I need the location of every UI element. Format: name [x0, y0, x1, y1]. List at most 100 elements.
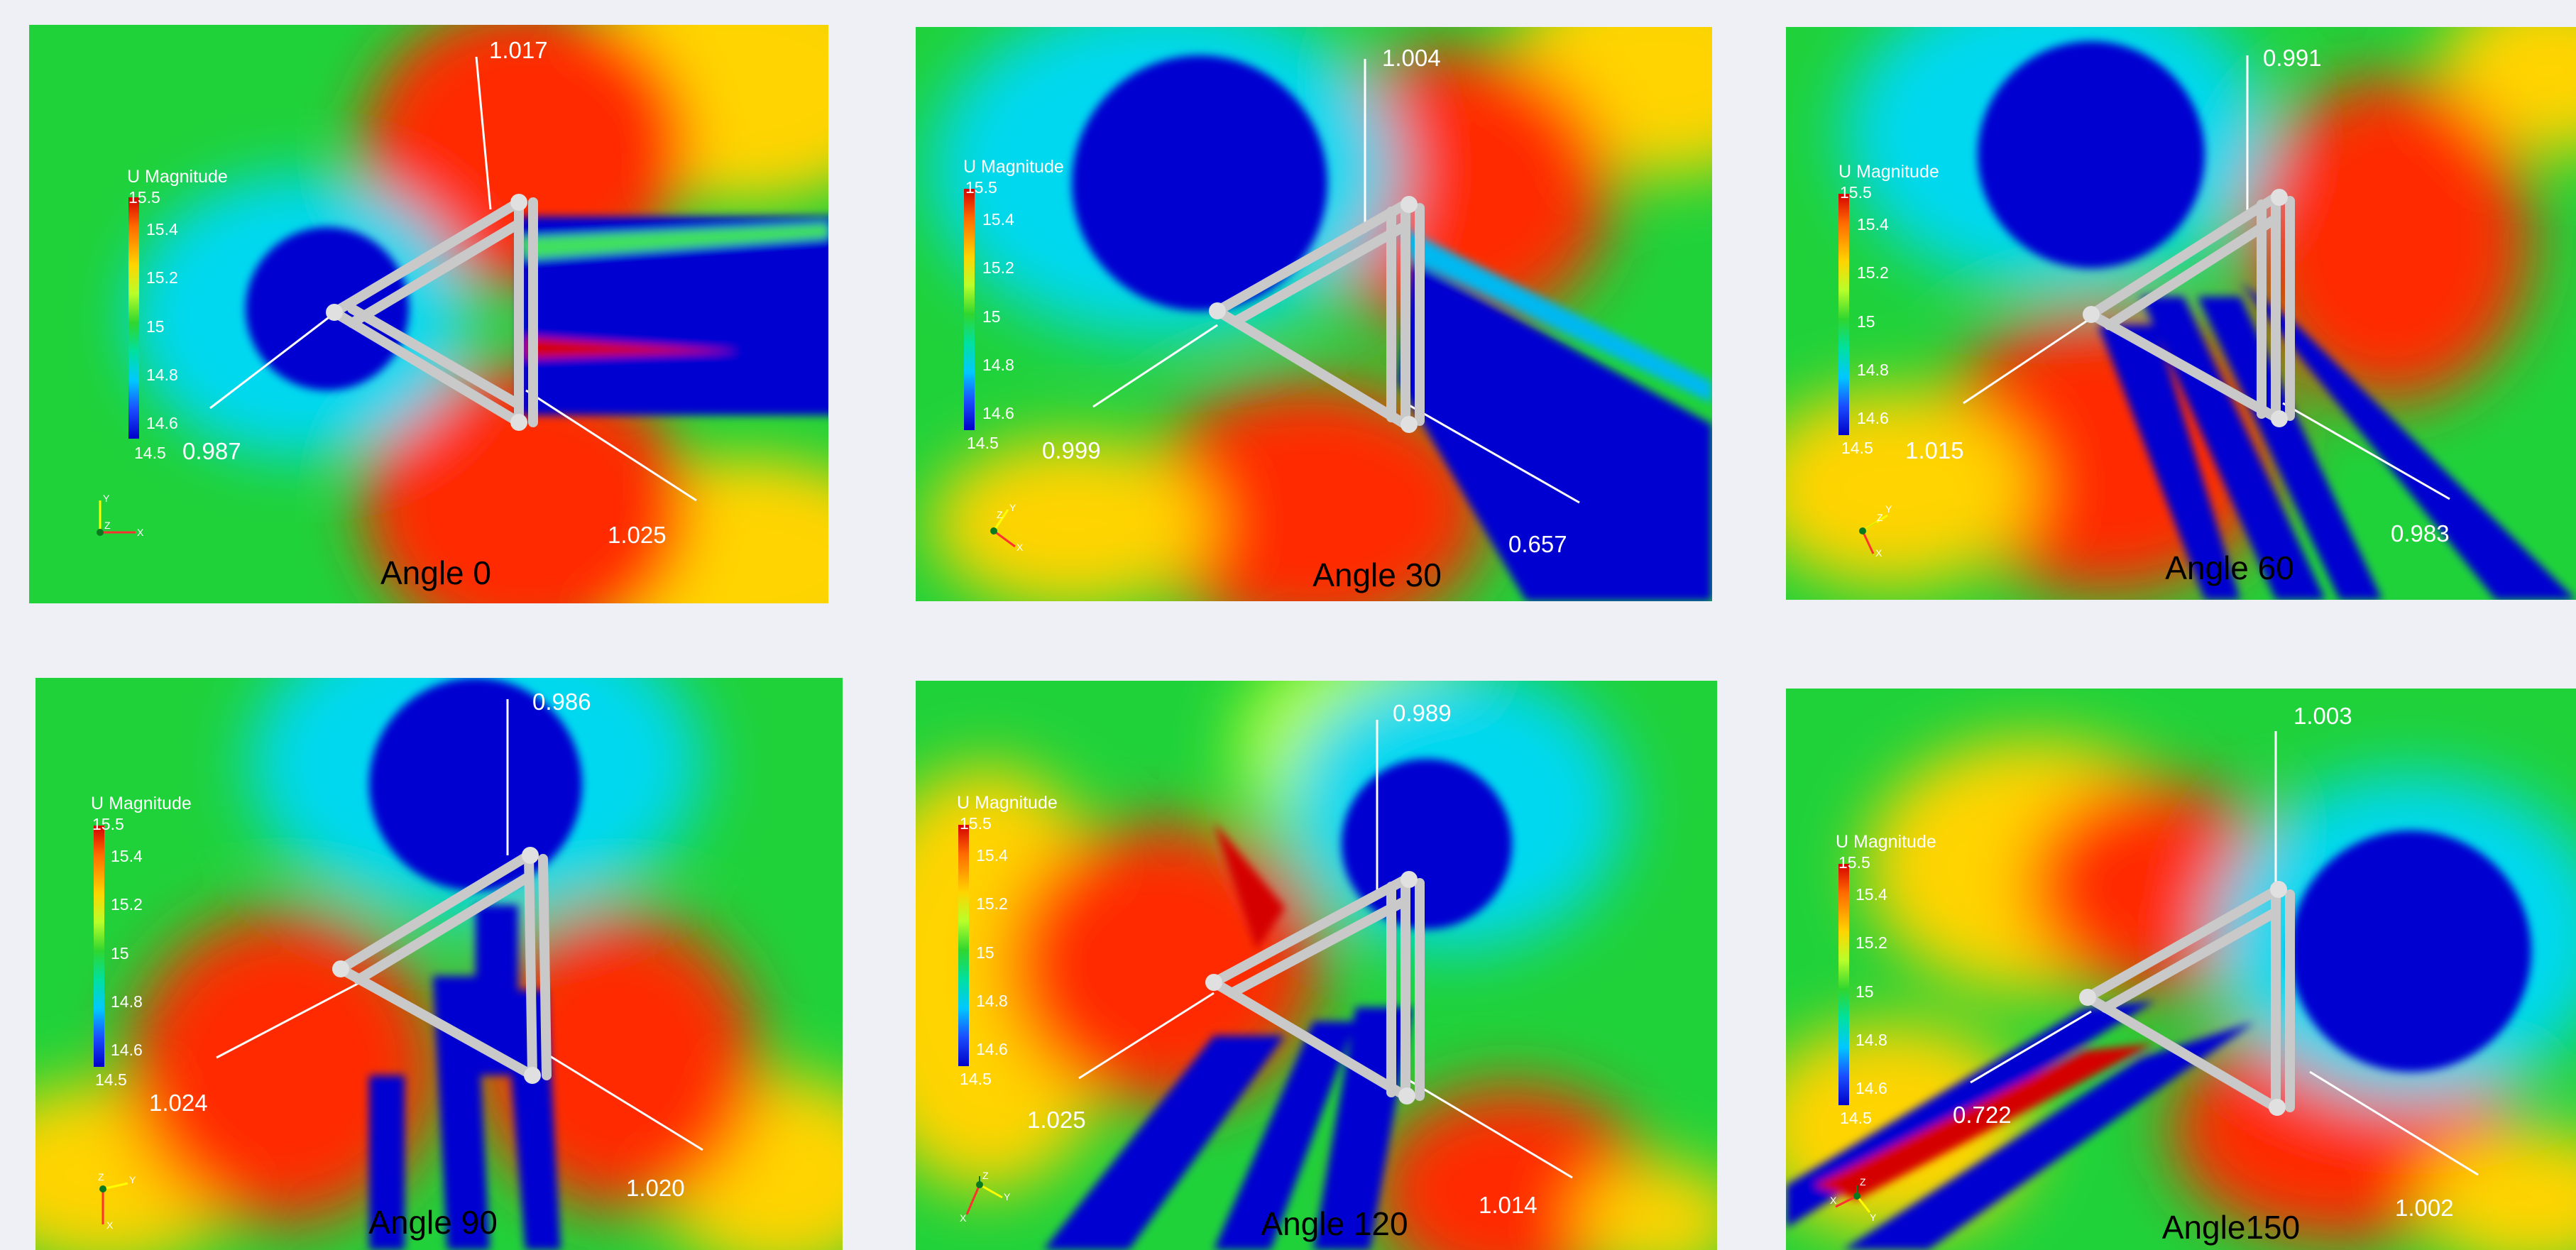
colorbar-tick: 15 [982, 307, 1001, 326]
colorbar-tick: 15.2 [146, 268, 178, 287]
colorbar-tick: 15.4 [1856, 885, 1887, 904]
colorbar-tick: 14.8 [111, 992, 143, 1011]
colorbar-tick: 15.4 [1857, 215, 1889, 234]
velocity-field-image [35, 678, 843, 1250]
panel-title: Angle150 [2161, 1209, 2301, 1246]
colorbar-tick: 14.6 [1857, 409, 1889, 427]
colorbar [94, 826, 104, 1067]
panel-angle-150: U Magnitude 15.5 15.4 15.2 15 14.8 14.6 … [1786, 689, 2576, 1250]
colorbar-tick: 15.4 [976, 846, 1008, 865]
colorbar-title: U Magnitude [963, 157, 1064, 177]
colorbar-tick: 14.8 [1857, 361, 1889, 379]
colorbar [1838, 864, 1849, 1105]
colorbar-tick: 14.8 [982, 356, 1014, 374]
axis-label: X [960, 1212, 967, 1224]
value-top: 0.991 [2263, 45, 2322, 71]
colorbar-title: U Magnitude [957, 793, 1058, 813]
axis-label: Z [997, 509, 1003, 520]
colorbar-tick: 15 [976, 943, 994, 962]
value-top: 1.004 [1382, 45, 1441, 71]
panel-title: Angle 120 [1261, 1205, 1408, 1242]
colorbar-tick: 14.5 [134, 444, 166, 462]
truss-structure [216, 699, 703, 1151]
axis-label: Y [1870, 1212, 1877, 1223]
value-top: 0.989 [1393, 700, 1452, 726]
value-left: 0.722 [1953, 1102, 2012, 1128]
colorbar-tick: 15.5 [1838, 853, 1870, 872]
value-right: 0.657 [1508, 531, 1567, 557]
value-top: 1.017 [489, 37, 548, 63]
colorbar-tick: 14.6 [146, 414, 178, 432]
value-top: 0.986 [532, 689, 591, 715]
colorbar-tick: 14.8 [146, 366, 178, 384]
orientation-axes-icon: X Z Y [1830, 1176, 1877, 1223]
colorbar-tick: 15.2 [976, 894, 1008, 913]
value-right: 0.983 [2391, 520, 2450, 547]
colorbar-tick: 15.5 [960, 814, 992, 833]
panel-title: Angle 0 [380, 554, 492, 591]
colorbar-tick: 15.5 [1840, 183, 1872, 202]
colorbar-title: U Magnitude [127, 167, 228, 187]
axis-label: Z [104, 520, 111, 531]
axis-label: Y [1004, 1191, 1011, 1202]
value-left: 1.025 [1027, 1107, 1086, 1133]
axis-label: Z [1877, 512, 1883, 523]
panel-title: Angle 90 [368, 1204, 498, 1241]
panel-title: Angle 30 [1312, 557, 1442, 593]
axis-label: X [106, 1219, 114, 1231]
panel-angle-120: U Magnitude 15.5 15.4 15.2 15 14.8 14.6 … [916, 681, 1717, 1250]
colorbar-tick: 15.2 [1856, 933, 1887, 952]
axis-label: Y [103, 493, 110, 504]
axis-label: Z [1860, 1176, 1866, 1188]
orientation-axes-icon: Z Y X [990, 502, 1024, 553]
axis-label: Z [98, 1171, 104, 1183]
colorbar [964, 189, 975, 430]
colorbar-tick: 15.4 [111, 847, 143, 865]
value-right: 1.025 [608, 522, 667, 548]
colorbar-tick: 15.2 [111, 895, 143, 914]
colorbar-tick: 14.6 [982, 404, 1014, 422]
panel-angle-60: U Magnitude 15.5 15.4 15.2 15 14.8 14.6 … [1786, 27, 2576, 600]
truss-structure [209, 56, 697, 502]
colorbar-tick: 15.4 [146, 220, 178, 239]
orientation-axes-icon: Y Z X [1859, 503, 1892, 559]
colorbar-tick: 15 [111, 944, 129, 963]
colorbar-title: U Magnitude [1836, 832, 1936, 852]
colorbar-tick: 15 [1857, 312, 1875, 331]
colorbar-tick: 15 [1856, 982, 1874, 1001]
axis-label: X [1830, 1195, 1837, 1206]
orientation-axes-icon: Z Y X [98, 1171, 136, 1231]
colorbar-tick: 15.5 [965, 178, 997, 197]
colorbar-tick: 15.2 [1857, 263, 1889, 282]
colorbar [1838, 194, 1849, 435]
colorbar-tick: 14.6 [111, 1041, 143, 1059]
truss-structure [1963, 55, 2450, 500]
velocity-field-image [916, 681, 1717, 1250]
value-left: 0.999 [1042, 437, 1101, 464]
colorbar-tick: 15.5 [92, 815, 124, 833]
colorbar-tick: 14.5 [960, 1070, 992, 1088]
colorbar-tick: 14.5 [95, 1070, 127, 1089]
value-left: 1.024 [149, 1090, 208, 1116]
axis-label: Y [129, 1174, 136, 1185]
colorbar-tick: 15.4 [982, 210, 1014, 229]
truss-structure [1970, 731, 2479, 1176]
colorbar-tick: 14.8 [1856, 1031, 1887, 1049]
orientation-axes-icon: Z Y X [960, 1170, 1011, 1224]
velocity-field-image [916, 27, 1712, 601]
panel-angle-30: U Magnitude 15.5 15.4 15.2 15 14.8 14.6 … [916, 27, 1712, 601]
velocity-field-image [1786, 27, 2576, 600]
panel-angle-0: U Magnitude 15.5 15.4 15.2 15 14.8 14.6 … [29, 25, 828, 603]
colorbar [958, 825, 969, 1066]
value-left: 1.015 [1905, 437, 1964, 464]
axis-label: X [1016, 542, 1024, 553]
colorbar-tick: 14.8 [976, 992, 1008, 1010]
axis-label: X [137, 527, 144, 538]
colorbar-tick: 14.6 [976, 1040, 1008, 1058]
colorbar-tick: 15.2 [982, 258, 1014, 277]
axis-label: Y [1885, 503, 1892, 515]
panel-title: Angle 60 [2165, 549, 2294, 586]
colorbar-tick: 14.5 [1841, 439, 1873, 457]
colorbar [128, 197, 139, 439]
colorbar-tick: 15.5 [128, 188, 160, 207]
